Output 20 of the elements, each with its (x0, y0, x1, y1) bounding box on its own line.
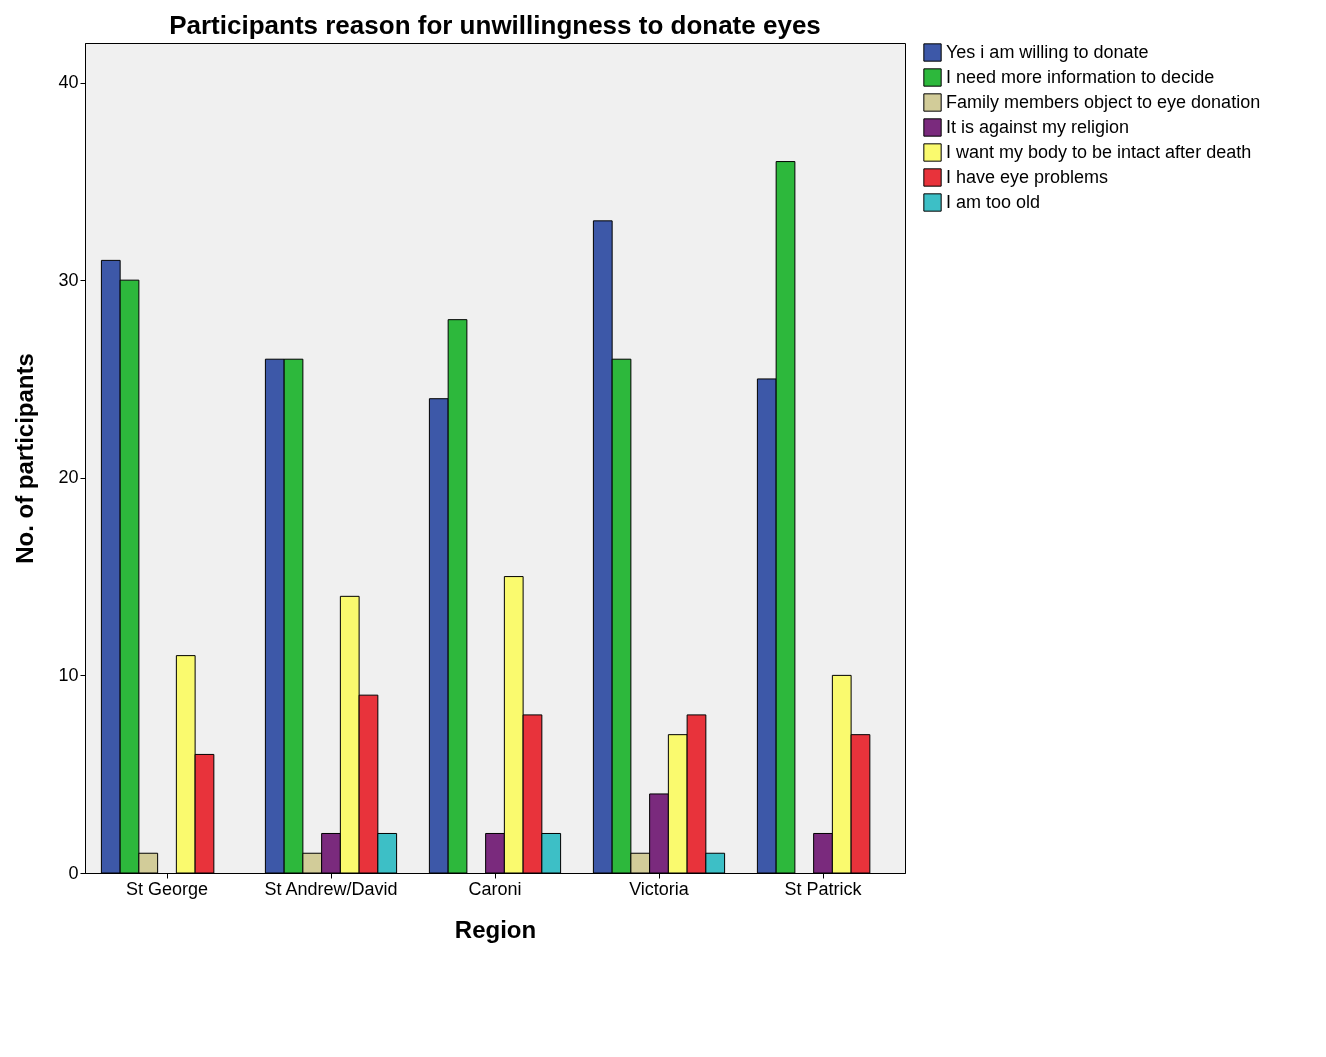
y-tick-label: 0 (68, 862, 79, 883)
y-tick-label: 20 (58, 467, 79, 488)
x-tick-label: St Andrew/David (264, 878, 398, 899)
x-tick-label: St George (125, 878, 209, 899)
x-axis-title: Region (454, 915, 537, 943)
legend-label: Family members object to eye donation (946, 91, 1261, 112)
y-axis-title: No. of participants (11, 353, 39, 564)
chart-title: Participants reason for unwillingness to donate eyes (169, 10, 821, 40)
legend-label: Yes i am willing to donate (946, 41, 1149, 62)
y-tick-label: 10 (58, 664, 79, 685)
y-tick-label: 30 (58, 269, 79, 290)
legend-label: I want my body to be intact after death (946, 141, 1252, 162)
y-tick-label: 40 (58, 72, 79, 93)
x-tick-label: St Patrick (784, 878, 863, 899)
legend-label: I need more information to decide (946, 66, 1215, 87)
legend-label: I am too old (946, 191, 1041, 212)
legend-label: It is against my religion (946, 116, 1130, 137)
legend-label: I have eye problems (946, 166, 1109, 187)
x-tick-label: Victoria (629, 878, 690, 899)
x-tick-label: Caroni (468, 878, 522, 899)
